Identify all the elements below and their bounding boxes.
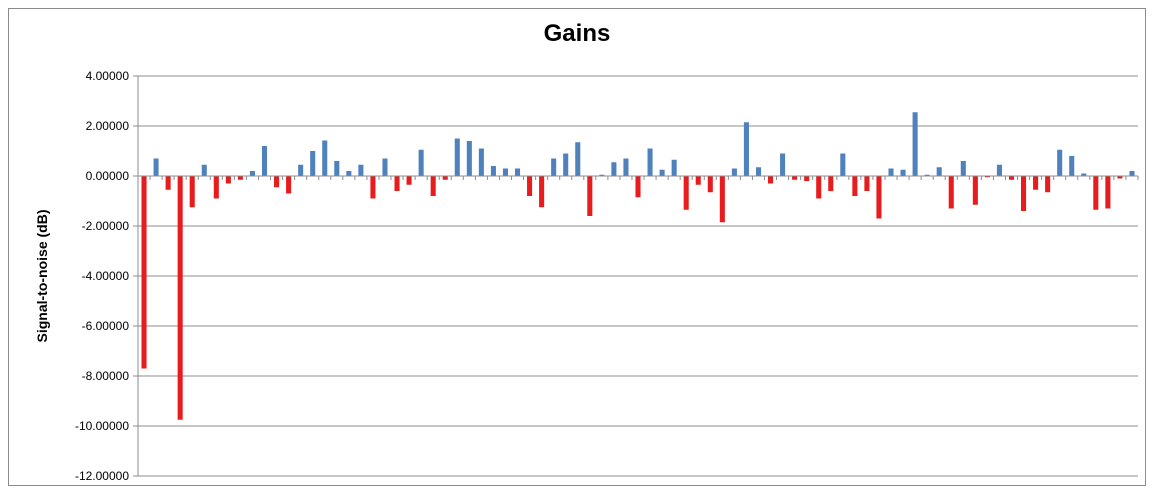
- y-tick-label: 4.00000: [86, 69, 130, 83]
- bar: [768, 176, 774, 184]
- bar: [394, 176, 400, 191]
- bar: [828, 176, 834, 191]
- bar: [1069, 156, 1075, 176]
- y-tick-label: -6.00000: [82, 319, 130, 333]
- bar: [611, 162, 617, 176]
- bar: [382, 158, 388, 176]
- bar: [539, 176, 545, 208]
- bar: [876, 176, 882, 219]
- bar: [948, 176, 954, 209]
- bar: [587, 176, 593, 216]
- bar: [888, 168, 894, 176]
- bar: [213, 176, 219, 199]
- bar: [334, 161, 340, 176]
- y-tick-label: -2.00000: [82, 219, 130, 233]
- bar: [984, 176, 990, 178]
- bar: [141, 176, 147, 369]
- bar: [1081, 173, 1087, 176]
- bar: [322, 140, 328, 176]
- chart-frame: [8, 8, 1146, 486]
- bar: [972, 176, 978, 205]
- bar: [816, 176, 822, 199]
- bar: [418, 149, 424, 176]
- bar: [261, 146, 268, 176]
- chart-title: Gains: [543, 20, 611, 47]
- bar: [490, 166, 496, 176]
- bar: [1033, 176, 1039, 190]
- bar: [1008, 176, 1015, 180]
- bar: [936, 167, 942, 176]
- bar: [912, 112, 918, 176]
- bar: [755, 167, 762, 176]
- y-tick-label: 2.00000: [86, 119, 130, 133]
- bar: [370, 176, 376, 199]
- bar: [960, 161, 966, 176]
- bar: [840, 153, 846, 176]
- bar: [454, 138, 460, 176]
- bar: [743, 122, 749, 176]
- bar: [551, 158, 557, 176]
- bar: [189, 176, 195, 208]
- bar: [286, 176, 292, 194]
- bar: [659, 169, 665, 176]
- bar: [1057, 149, 1063, 176]
- bar: [153, 158, 159, 176]
- bar: [177, 176, 183, 420]
- bar: [466, 141, 472, 176]
- bar: [514, 168, 521, 176]
- bar: [804, 176, 810, 181]
- bar: [1117, 176, 1123, 179]
- bar: [695, 176, 701, 185]
- bar: [731, 168, 737, 176]
- bar: [298, 164, 304, 176]
- bar: [707, 176, 713, 193]
- bar: [719, 176, 725, 223]
- bar: [647, 148, 653, 176]
- bar: [599, 174, 605, 176]
- bar: [478, 148, 484, 176]
- bar: [1129, 171, 1135, 176]
- y-tick-label: -8.00000: [82, 369, 130, 383]
- bar: [237, 176, 243, 180]
- bar: [623, 158, 629, 176]
- bar: [225, 176, 231, 184]
- y-tick-label: 0.00000: [86, 169, 130, 183]
- bar: [683, 176, 689, 210]
- bar: [527, 176, 533, 196]
- bar: [924, 174, 930, 176]
- y-tick-label: -4.00000: [82, 269, 130, 283]
- bar: [201, 164, 207, 176]
- bar: [406, 176, 412, 185]
- bar: [1045, 176, 1051, 193]
- bar: [442, 176, 448, 180]
- bar: [346, 171, 352, 176]
- bar: [792, 176, 798, 180]
- bar: [635, 176, 641, 198]
- bar: [430, 176, 436, 196]
- y-tick-label: -12.00000: [75, 469, 129, 483]
- bar: [274, 176, 280, 188]
- bar: [1093, 176, 1099, 210]
- y-tick-label: -10.00000: [75, 419, 129, 433]
- bar: [563, 153, 569, 176]
- bar: [852, 176, 858, 196]
- bar: [1021, 176, 1027, 211]
- bar: [780, 153, 786, 176]
- bar: [165, 176, 171, 190]
- bar: [310, 151, 316, 176]
- bar: [864, 176, 870, 191]
- bar: [900, 169, 906, 176]
- bar: [575, 142, 581, 176]
- bar: [502, 168, 508, 176]
- bar: [1105, 176, 1111, 209]
- bar: [671, 159, 677, 176]
- bar: [358, 164, 364, 176]
- bar: [996, 164, 1002, 176]
- bar: [249, 171, 255, 176]
